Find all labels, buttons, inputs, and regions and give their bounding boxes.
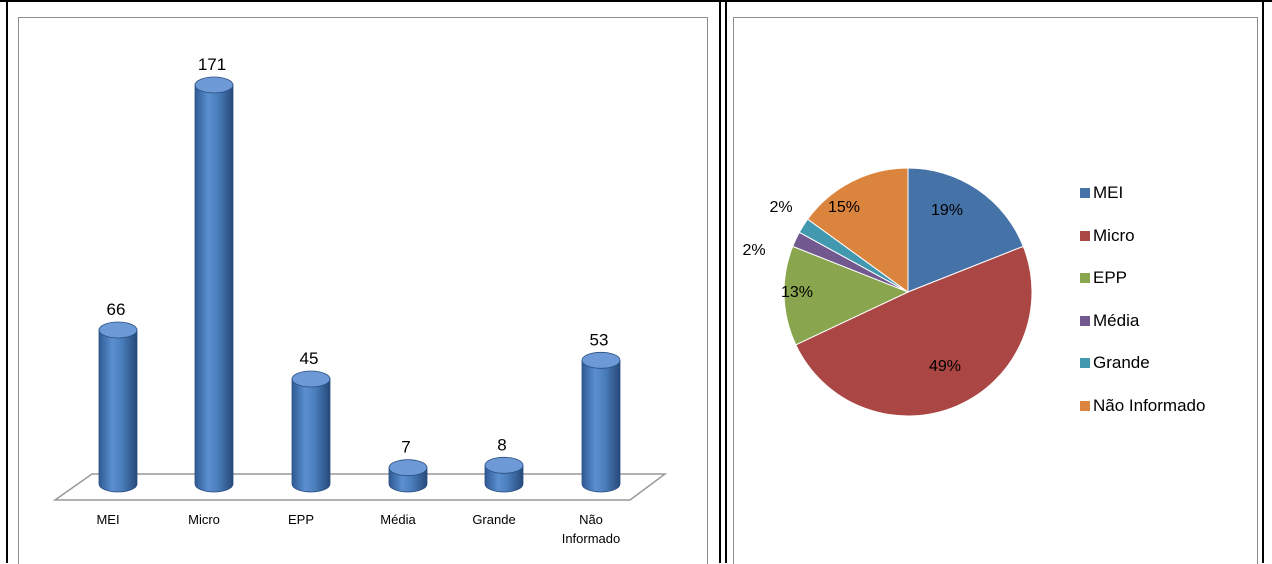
legend-swatch xyxy=(1080,400,1090,411)
bar-category-label: Informado xyxy=(562,531,621,546)
bar-value-label: 53 xyxy=(590,330,609,349)
pie-slice-2 xyxy=(783,245,910,346)
bar-value-label: 7 xyxy=(401,438,410,457)
bar-category-label: Média xyxy=(380,512,416,527)
pie-slice-1 xyxy=(795,245,1033,417)
legend-item: Grande xyxy=(1080,342,1205,385)
table-border-top xyxy=(0,0,1272,2)
legend-item: Não Informado xyxy=(1080,385,1205,428)
bar-5 xyxy=(581,351,621,493)
bar-1 xyxy=(194,76,234,493)
table-border-middle-a xyxy=(719,0,721,563)
bar-value-label: 8 xyxy=(497,435,506,454)
table-border-left xyxy=(6,0,8,563)
legend-label: MEI xyxy=(1093,183,1124,203)
pie-chart: 19% 49% 13% 2% 2% 15% xyxy=(742,167,1033,417)
legend-item: Média xyxy=(1080,300,1205,343)
legend-swatch xyxy=(1080,315,1090,326)
bar-0 xyxy=(98,321,138,493)
legend-label: Média xyxy=(1093,310,1140,330)
bar-4 xyxy=(484,456,524,493)
bar-3 xyxy=(388,459,428,493)
legend-swatch xyxy=(1080,188,1090,199)
bar-chart-floor xyxy=(52,473,668,501)
legend-label: Micro xyxy=(1093,225,1135,245)
bar-value-label: 171 xyxy=(198,55,226,74)
bar-category-label: Grande xyxy=(472,512,515,527)
pie-percent-label: 15% xyxy=(828,199,860,216)
legend-item: Micro xyxy=(1080,215,1205,258)
legend-swatch xyxy=(1080,273,1090,284)
pie-percent-label: 19% xyxy=(931,202,963,219)
bar-chart: 66 MEI 171 Micro 45 EPP 7 Média 8 Grande 53 Não Info… xyxy=(52,55,668,546)
bar-value-label: 66 xyxy=(107,300,126,319)
pie-percent-label: 49% xyxy=(929,358,961,375)
legend-swatch xyxy=(1080,230,1090,241)
table-border-middle-b xyxy=(725,0,727,563)
legend-item: MEI xyxy=(1080,172,1205,215)
legend-swatch xyxy=(1080,358,1090,369)
legend-label: EPP xyxy=(1093,268,1128,288)
bar-category-label: Micro xyxy=(188,512,220,527)
legend-item: EPP xyxy=(1080,257,1205,300)
table-border-right xyxy=(1262,0,1264,563)
bar-category-label: Não xyxy=(579,512,603,527)
legend-label: Não Informado xyxy=(1093,395,1206,415)
pie-percent-label: 13% xyxy=(781,284,813,301)
bar-category-label: MEI xyxy=(96,512,119,527)
bar-category-label: EPP xyxy=(288,512,314,527)
pie-legend: MEI Micro EPP Média Grande Não Informado xyxy=(1080,172,1205,427)
legend-label: Grande xyxy=(1093,353,1150,373)
bar-2 xyxy=(291,370,331,493)
pie-percent-label: 2% xyxy=(769,199,792,216)
pie-slice-0 xyxy=(907,167,1024,293)
bar-value-label: 45 xyxy=(300,349,319,368)
pie-slice-5 xyxy=(806,167,909,293)
pie-percent-label: 2% xyxy=(742,242,765,259)
